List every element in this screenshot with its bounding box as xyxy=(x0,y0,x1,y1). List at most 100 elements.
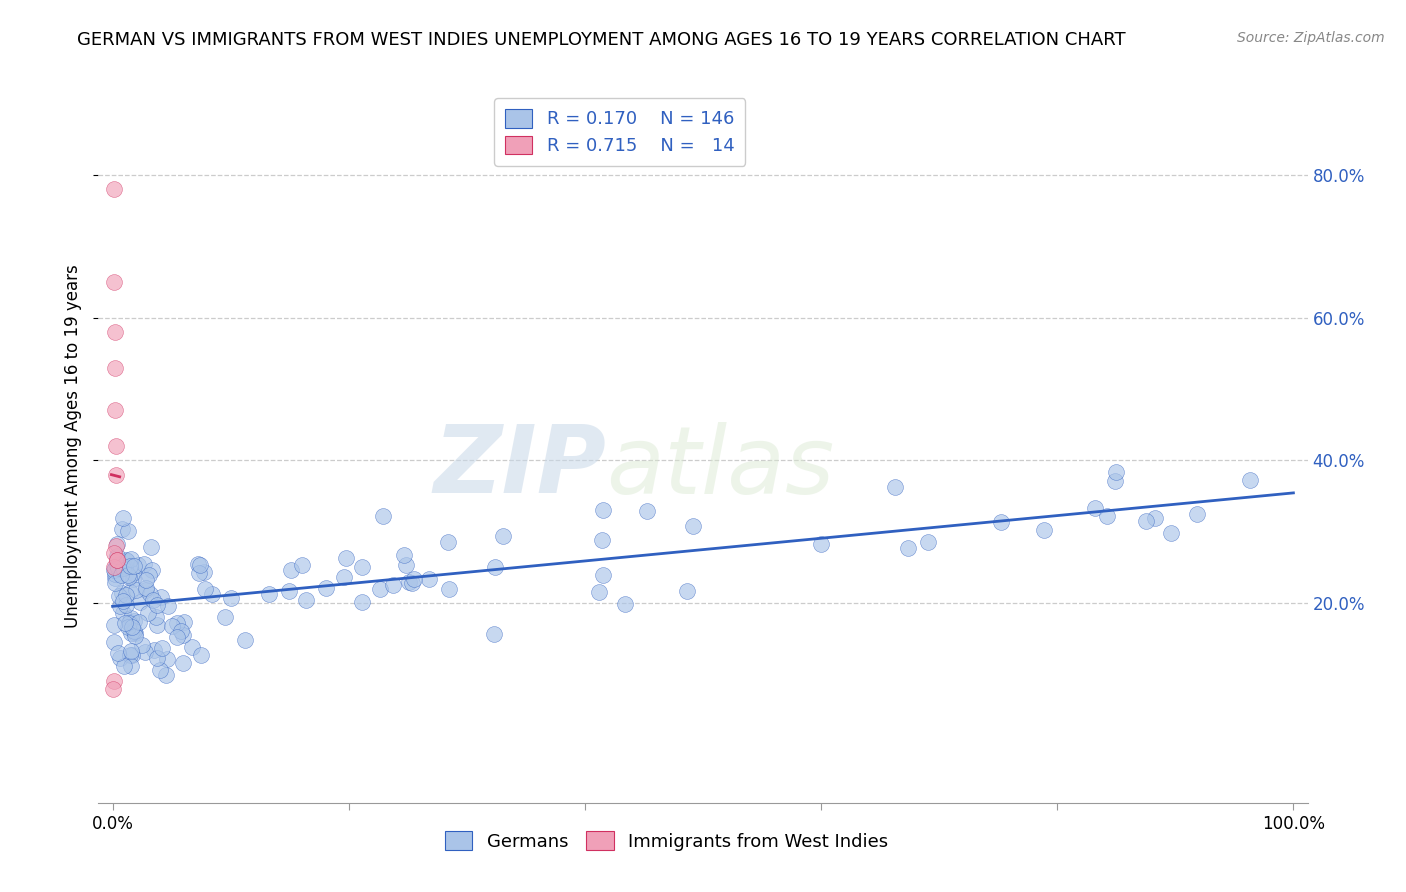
Point xyxy=(352,560,374,574)
Point xyxy=(172,656,194,670)
Point xyxy=(190,648,212,662)
Point xyxy=(127,558,149,573)
Point xyxy=(112,511,135,525)
Point xyxy=(335,550,357,565)
Point xyxy=(103,681,125,696)
Point xyxy=(187,557,209,571)
Point xyxy=(592,567,614,582)
Point xyxy=(280,563,302,577)
Point xyxy=(157,599,180,614)
Point xyxy=(166,630,188,644)
Point xyxy=(214,609,236,624)
Point xyxy=(810,537,832,551)
Point xyxy=(108,590,131,604)
Point xyxy=(897,541,920,556)
Point xyxy=(120,644,142,658)
Point xyxy=(139,587,162,601)
Point xyxy=(148,664,170,678)
Point xyxy=(120,558,142,573)
Point xyxy=(200,587,222,601)
Point xyxy=(118,615,141,630)
Point xyxy=(193,565,215,579)
Point xyxy=(1084,500,1107,515)
Point xyxy=(124,615,146,629)
Point xyxy=(103,674,125,689)
Point xyxy=(1135,514,1157,528)
Point xyxy=(990,516,1012,530)
Text: atlas: atlas xyxy=(606,422,835,513)
Point xyxy=(1104,465,1126,479)
Point xyxy=(190,558,212,573)
Point xyxy=(1033,523,1056,537)
Point xyxy=(135,581,157,595)
Point xyxy=(110,650,132,665)
Point xyxy=(105,553,128,567)
Point xyxy=(352,594,374,608)
Point xyxy=(437,582,460,597)
Point xyxy=(104,467,127,482)
Point xyxy=(121,624,143,638)
Point xyxy=(136,606,159,620)
Point xyxy=(121,620,143,634)
Point xyxy=(120,648,142,662)
Point xyxy=(145,598,167,612)
Point xyxy=(104,571,127,585)
Point xyxy=(105,549,128,564)
Point xyxy=(139,540,162,554)
Point xyxy=(120,611,142,625)
Point xyxy=(124,559,146,574)
Point xyxy=(437,535,460,549)
Point xyxy=(170,624,193,638)
Point xyxy=(142,592,165,607)
Point xyxy=(676,583,699,598)
Point xyxy=(141,563,163,577)
Point xyxy=(259,586,281,600)
Point xyxy=(103,635,125,649)
Point xyxy=(135,573,157,587)
Point xyxy=(166,615,188,630)
Point xyxy=(1185,507,1208,521)
Point xyxy=(1095,509,1118,524)
Point xyxy=(107,561,129,575)
Point xyxy=(150,640,173,655)
Point xyxy=(1143,511,1166,525)
Point xyxy=(111,586,134,600)
Point xyxy=(114,615,136,630)
Point xyxy=(103,275,125,289)
Point xyxy=(120,552,142,566)
Point xyxy=(398,575,420,590)
Point xyxy=(124,624,146,639)
Point xyxy=(115,588,138,602)
Point xyxy=(112,659,135,673)
Point xyxy=(104,325,127,339)
Point xyxy=(682,518,704,533)
Point xyxy=(114,560,136,574)
Point xyxy=(134,558,156,572)
Point xyxy=(121,648,143,663)
Point xyxy=(124,626,146,640)
Point xyxy=(333,570,356,584)
Point xyxy=(315,581,337,595)
Point xyxy=(112,594,135,608)
Point xyxy=(591,533,613,548)
Point xyxy=(120,625,142,640)
Point xyxy=(107,646,129,660)
Point xyxy=(636,504,658,518)
Text: GERMAN VS IMMIGRANTS FROM WEST INDIES UNEMPLOYMENT AMONG AGES 16 TO 19 YEARS COR: GERMAN VS IMMIGRANTS FROM WEST INDIES UN… xyxy=(77,31,1126,49)
Point xyxy=(146,651,169,665)
Point xyxy=(588,584,610,599)
Text: ZIP: ZIP xyxy=(433,421,606,514)
Point xyxy=(156,652,179,666)
Point xyxy=(138,567,160,582)
Point xyxy=(219,591,242,606)
Point xyxy=(112,560,135,574)
Point xyxy=(1239,473,1261,487)
Point xyxy=(115,553,138,567)
Point xyxy=(105,558,128,572)
Y-axis label: Unemployment Among Ages 16 to 19 years: Unemployment Among Ages 16 to 19 years xyxy=(65,264,83,628)
Point xyxy=(146,618,169,632)
Point xyxy=(103,560,125,574)
Point xyxy=(194,582,217,597)
Point xyxy=(404,572,426,586)
Point xyxy=(103,546,125,560)
